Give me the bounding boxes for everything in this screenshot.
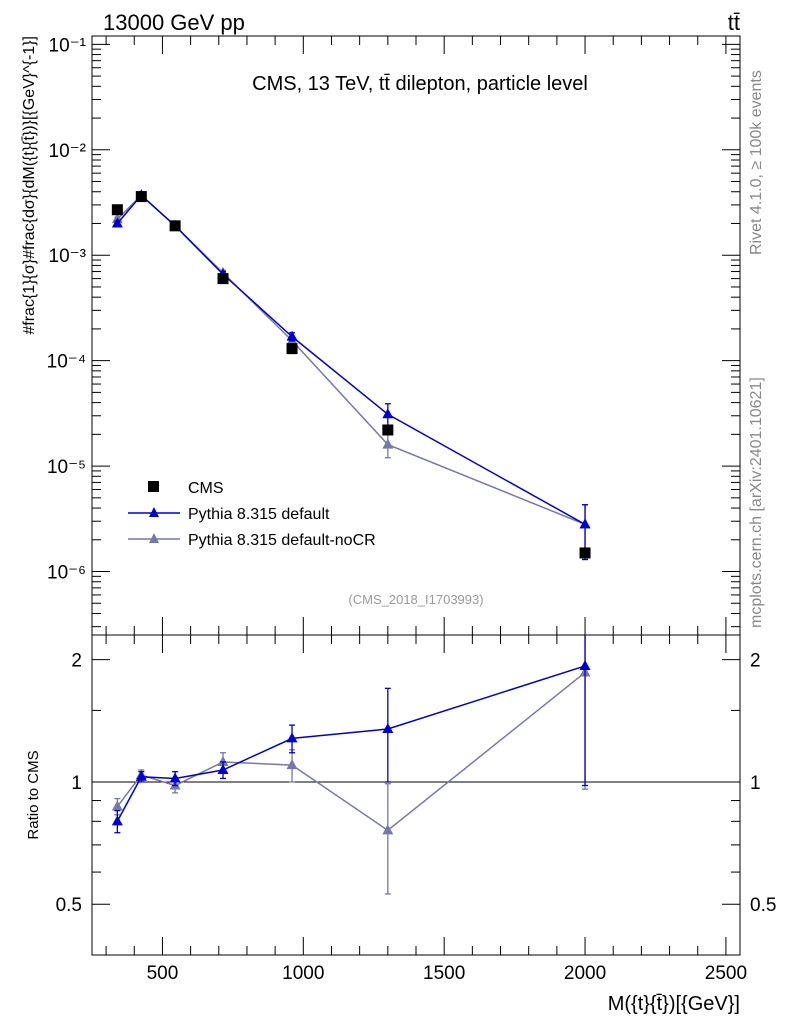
ratio-axis-ticks: 0.5 0.5 1 1 2 2 — [56, 651, 777, 917]
header-left-label: 13000 GeV pp — [103, 10, 245, 35]
header-right-label: tt̄ — [728, 10, 740, 35]
ratio-point-pythia-8-315-default — [286, 732, 298, 743]
ratio-panel-frame — [91, 634, 741, 956]
data-point-cms — [579, 547, 591, 559]
data-point-cms — [169, 220, 181, 232]
main-y-tick-label: 10⁻² — [49, 141, 87, 162]
ratio-point-pythia-8-315-default-nocr — [111, 800, 123, 811]
x-tick-label: 2000 — [564, 963, 606, 984]
data-point-pythia-8-315-default — [382, 408, 394, 419]
data-point-cms — [111, 204, 123, 216]
ratio-point-pythia-8-315-default-nocr — [217, 755, 229, 766]
ratio-point-pythia-8-315-default — [217, 764, 229, 775]
legend-label-nocr: Pythia 8.315 default-noCR — [188, 532, 376, 549]
main-y-tick-label: 10⁻⁴ — [47, 352, 86, 373]
ratio-point-pythia-8-315-default — [135, 770, 147, 781]
data-point-cms — [382, 424, 394, 436]
ratio-line-pythia-8-315-default — [116, 665, 586, 822]
ratio-y-tick-label: 1 — [71, 773, 82, 794]
data-point-pythia-8-315-default-nocr — [382, 438, 394, 449]
x-axis-label: M({t}{t̄})[{GeV}] — [608, 993, 740, 1015]
data-point-cms — [217, 273, 229, 285]
ratio-point-pythia-8-315-default — [382, 723, 394, 734]
ratio-line-pythia-8-315-default-nocr — [116, 671, 586, 832]
legend-label-default: Pythia 8.315 default — [188, 506, 330, 523]
x-tick-label: 1500 — [423, 963, 465, 984]
ratio-point-pythia-8-315-default-nocr — [286, 759, 298, 770]
main-y-tick-label: 10⁻¹ — [49, 35, 87, 56]
analysis-watermark: (CMS_2018_I1703993) — [348, 592, 483, 607]
ratio-y-axis-label: Ratio to CMS — [25, 750, 42, 839]
ratio-y-tick-label: 2 — [71, 651, 82, 672]
x-tick-label: 500 — [147, 963, 179, 984]
ratio-y-tick-label: 0.5 — [56, 895, 82, 916]
data-point-cms — [286, 343, 298, 355]
legend-marker-cms — [148, 481, 159, 492]
main-y-tick-label: 10⁻⁶ — [47, 563, 86, 584]
x-tick-label: 1000 — [282, 963, 324, 984]
main-y-tick-label: 10⁻⁵ — [47, 457, 86, 478]
x-tick-label: 2500 — [705, 963, 747, 984]
legend: CMS Pythia 8.315 default Pythia 8.315 de… — [128, 480, 376, 549]
ratio-point-pythia-8-315-default-nocr — [382, 824, 394, 835]
ratio-point-pythia-8-315-default — [579, 659, 591, 670]
series-line-pythia-8-315-default — [116, 194, 586, 526]
ratio-y-tick-label-right: 0.5 — [750, 895, 776, 916]
x-axis-ticks: 500 1000 1500 2000 2500 — [105, 36, 747, 984]
main-series-layer — [111, 189, 591, 561]
rivet-label: Rivet 4.1.0, ≥ 100k events — [748, 70, 765, 255]
legend-marker-default — [149, 507, 159, 517]
legend-marker-nocr — [149, 533, 159, 543]
series-line-pythia-8-315-default-nocr — [116, 194, 586, 526]
main-plot-title: CMS, 13 TeV, tt̄ dilepton, particle leve… — [252, 73, 588, 95]
main-y-tick-label: 10⁻³ — [49, 246, 87, 267]
source-label: mcplots.cern.ch [arXiv:2401.10621] — [748, 377, 765, 628]
data-point-pythia-8-315-default — [286, 330, 298, 341]
main-axis-ticks: 10⁻⁶ 10⁻⁵ 10⁻⁴ 10⁻³ 10⁻² 10⁻¹ — [47, 35, 740, 628]
legend-label-cms: CMS — [188, 480, 224, 497]
ratio-point-pythia-8-315-default — [169, 772, 181, 783]
data-point-pythia-8-315-default — [111, 217, 123, 228]
main-y-axis-label: #frac{1}{σ}#frac{dσ}{dM({t}{t̄})}[{GeV}^… — [21, 36, 38, 335]
ratio-y-tick-label-right: 2 — [750, 651, 761, 672]
data-point-pythia-8-315-default — [579, 518, 591, 529]
ratio-y-tick-label-right: 1 — [750, 773, 761, 794]
data-point-cms — [135, 191, 147, 203]
ratio-series-layer — [111, 635, 591, 895]
ratio-point-pythia-8-315-default — [111, 815, 123, 826]
